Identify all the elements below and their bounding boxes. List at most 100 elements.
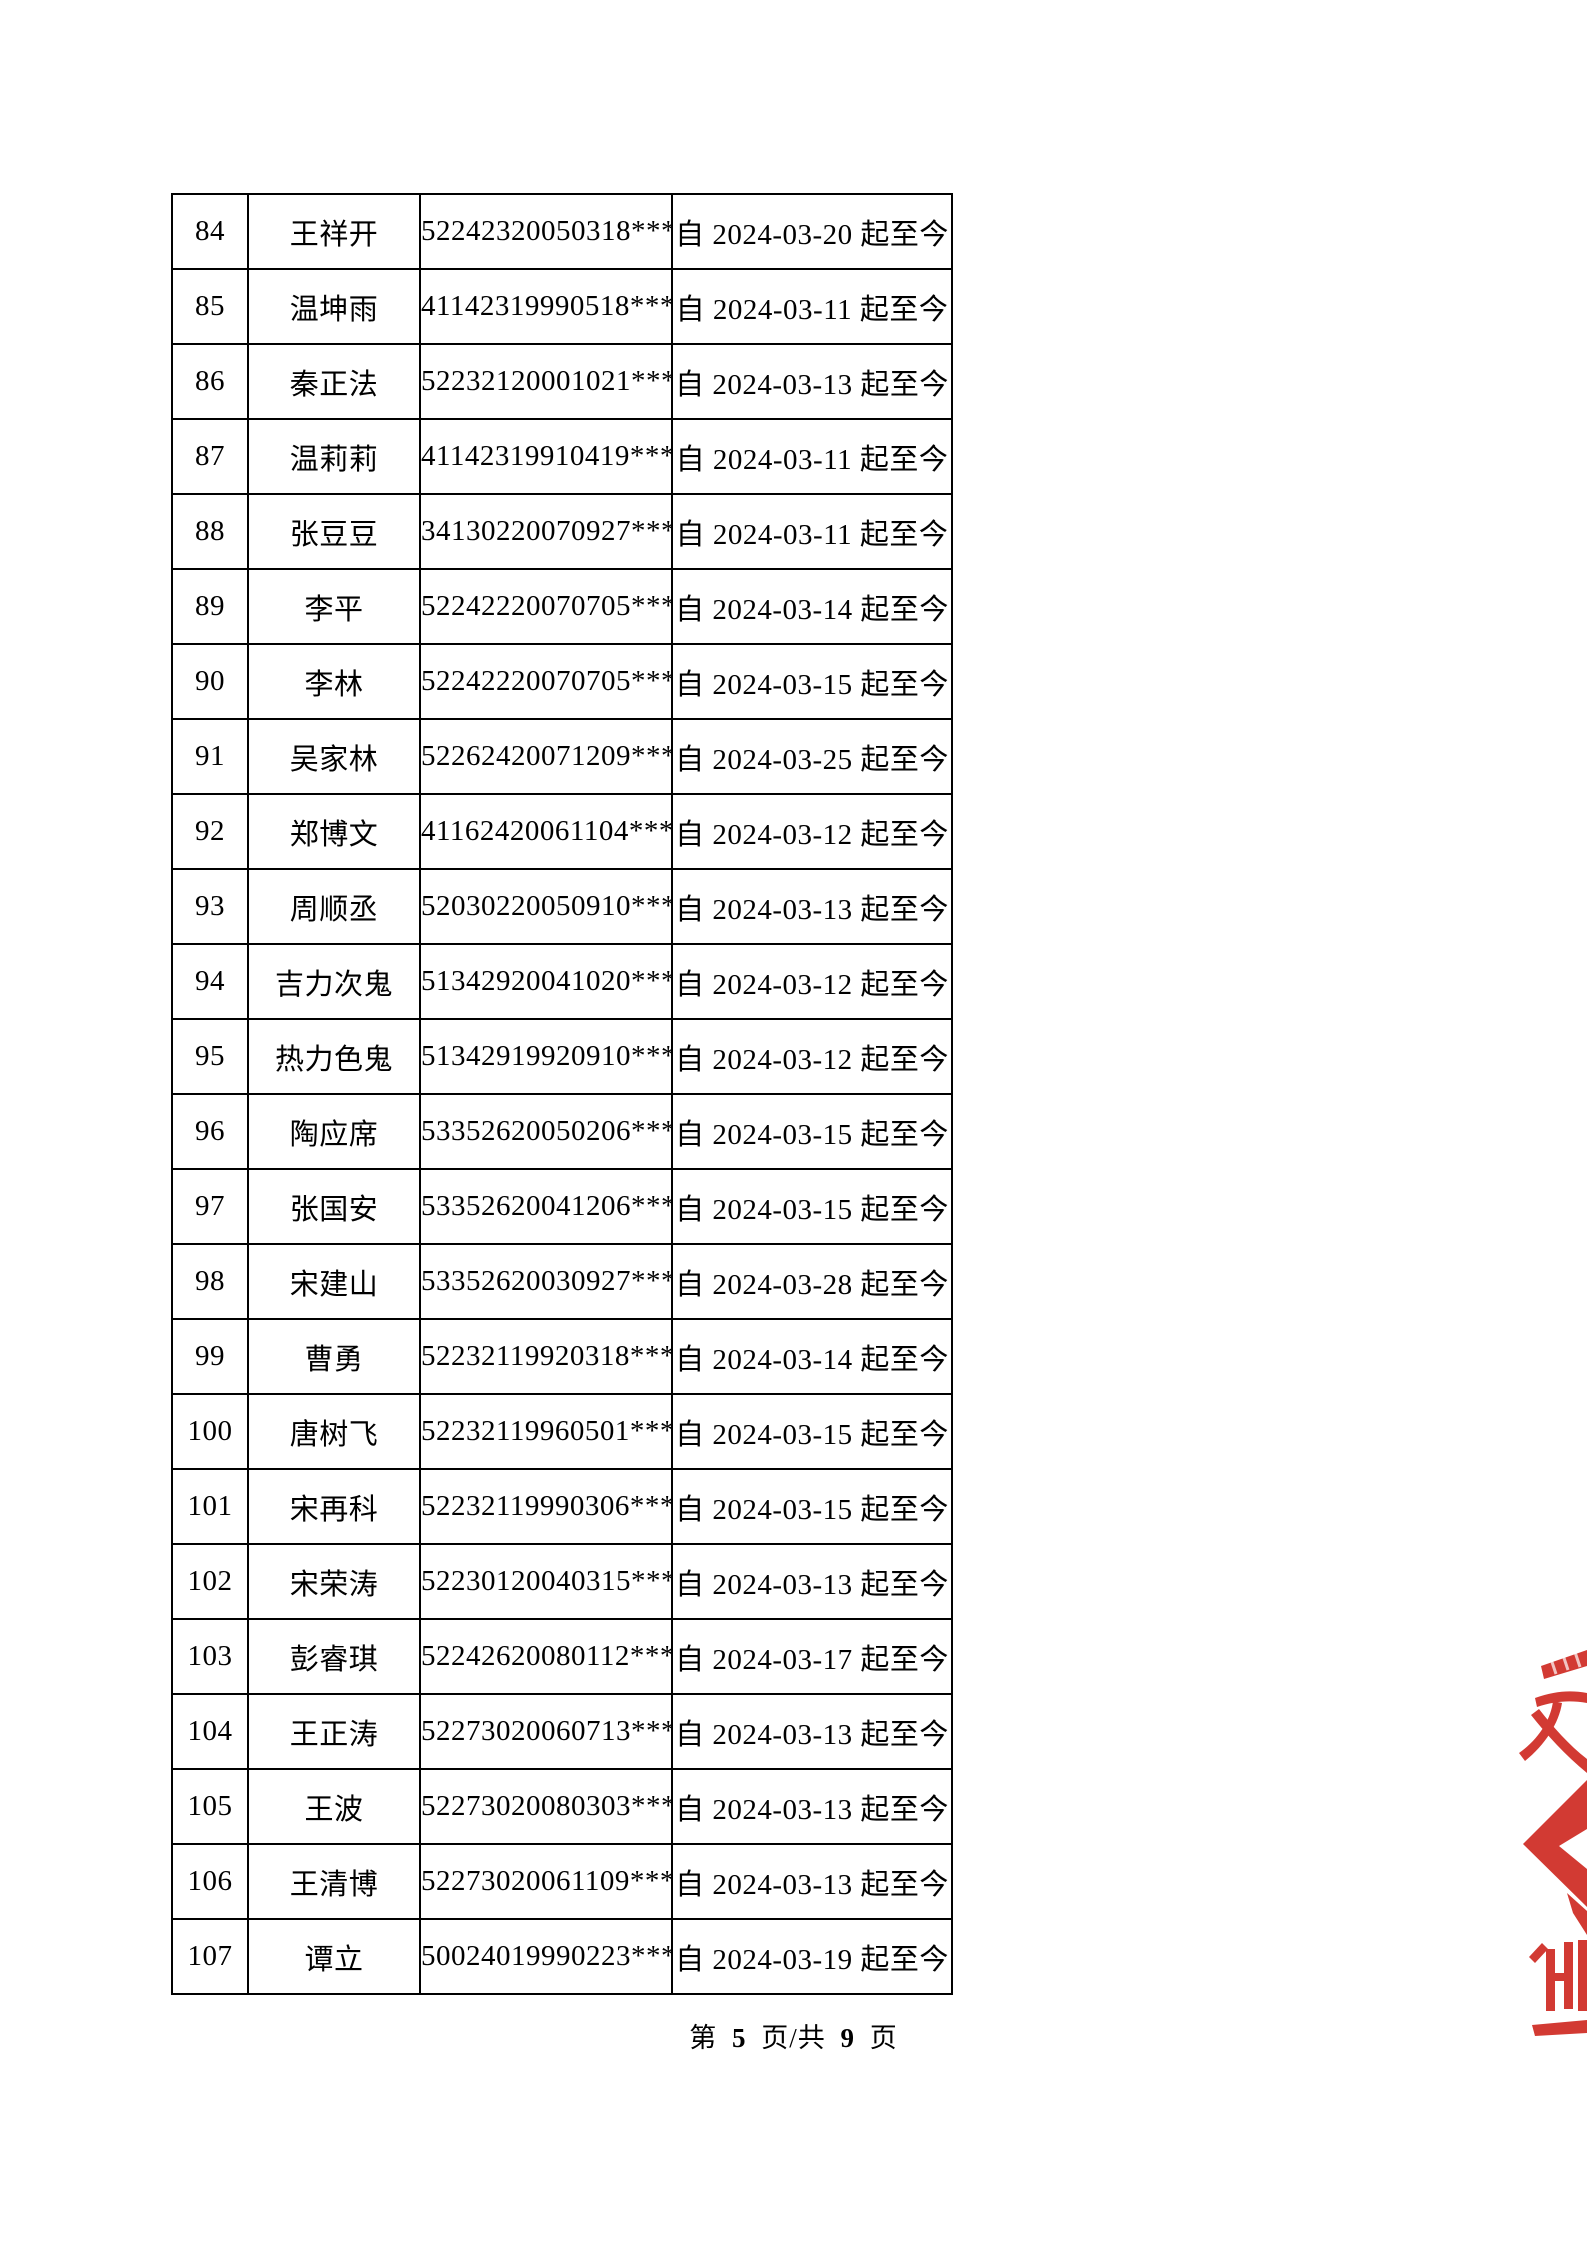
cell-id-number: 52230120040315****	[419, 1543, 673, 1620]
cell-row-number: 104	[171, 1693, 249, 1770]
cell-period: 自 2024-03-12 起至今	[671, 1018, 953, 1095]
cell-id-number: 51342919920910****	[419, 1018, 673, 1095]
cell-row-number: 105	[171, 1768, 249, 1845]
table-row: 87 温莉莉 41142319910419**** 自 2024-03-11 起…	[171, 418, 953, 495]
cell-period: 自 2024-03-11 起至今	[671, 268, 953, 345]
cell-row-number: 94	[171, 943, 249, 1020]
table-row: 85 温坤雨 41142319990518**** 自 2024-03-11 起…	[171, 268, 953, 345]
cell-id-number: 53352620050206****	[419, 1093, 673, 1170]
cell-person-name: 王正涛	[247, 1693, 421, 1770]
cell-id-number: 52242620080112****	[419, 1618, 673, 1695]
cell-id-number: 50024019990223****	[419, 1918, 673, 1995]
cell-id-number: 34130220070927****	[419, 493, 673, 570]
page-footer: 第 5 页/共 9 页	[0, 2016, 1587, 2055]
cell-row-number: 87	[171, 418, 249, 495]
cell-period: 自 2024-03-12 起至今	[671, 793, 953, 870]
table-row: 103 彭睿琪 52242620080112**** 自 2024-03-17 …	[171, 1618, 953, 1695]
table-row: 106 王清博 52273020061109**** 自 2024-03-13 …	[171, 1843, 953, 1920]
cell-person-name: 吴家林	[247, 718, 421, 795]
cell-id-number: 52262420071209****	[419, 718, 673, 795]
cell-period: 自 2024-03-13 起至今	[671, 343, 953, 420]
table-row: 107 谭立 50024019990223**** 自 2024-03-19 起…	[171, 1918, 953, 1995]
cell-row-number: 96	[171, 1093, 249, 1170]
cell-person-name: 宋再科	[247, 1468, 421, 1545]
cell-id-number: 52273020061109****	[419, 1843, 673, 1920]
cell-row-number: 107	[171, 1918, 249, 1995]
table-row: 91 吴家林 52262420071209**** 自 2024-03-25 起…	[171, 718, 953, 795]
table-row: 96 陶应席 53352620050206**** 自 2024-03-15 起…	[171, 1093, 953, 1170]
cell-person-name: 热力色鬼	[247, 1018, 421, 1095]
cell-period: 自 2024-03-15 起至今	[671, 1468, 953, 1545]
cell-person-name: 温莉莉	[247, 418, 421, 495]
cell-person-name: 宋荣涛	[247, 1543, 421, 1620]
cell-id-number: 52232119920318****	[419, 1318, 673, 1395]
cell-person-name: 郑博文	[247, 793, 421, 870]
cell-id-number: 53352620041206****	[419, 1168, 673, 1245]
cell-row-number: 89	[171, 568, 249, 645]
current-page-number: 5	[731, 2023, 747, 2053]
table-row: 92 郑博文 41162420061104**** 自 2024-03-12 起…	[171, 793, 953, 870]
cell-row-number: 98	[171, 1243, 249, 1320]
cell-person-name: 秦正法	[247, 343, 421, 420]
cell-person-name: 吉力次鬼	[247, 943, 421, 1020]
cell-row-number: 90	[171, 643, 249, 720]
cell-id-number: 41162420061104****	[419, 793, 673, 870]
cell-person-name: 王清博	[247, 1843, 421, 1920]
cell-person-name: 张豆豆	[247, 493, 421, 570]
table-row: 99 曹勇 52232119920318**** 自 2024-03-14 起至…	[171, 1318, 953, 1395]
cell-person-name: 王波	[247, 1768, 421, 1845]
table-row: 89 李平 52242220070705**** 自 2024-03-14 起至…	[171, 568, 953, 645]
roster-table: 84 王祥开 52242320050318**** 自 2024-03-20 起…	[171, 193, 953, 1995]
cell-person-name: 唐树飞	[247, 1393, 421, 1470]
cell-row-number: 100	[171, 1393, 249, 1470]
table-row: 84 王祥开 52242320050318**** 自 2024-03-20 起…	[171, 193, 953, 270]
cell-row-number: 91	[171, 718, 249, 795]
cell-person-name: 王祥开	[247, 193, 421, 270]
cell-period: 自 2024-03-15 起至今	[671, 1393, 953, 1470]
table-row: 100 唐树飞 52232119960501**** 自 2024-03-15 …	[171, 1393, 953, 1470]
cell-period: 自 2024-03-28 起至今	[671, 1243, 953, 1320]
cell-id-number: 52232120001021****	[419, 343, 673, 420]
cell-row-number: 93	[171, 868, 249, 945]
cell-period: 自 2024-03-11 起至今	[671, 493, 953, 570]
cell-row-number: 106	[171, 1843, 249, 1920]
cell-period: 自 2024-03-17 起至今	[671, 1618, 953, 1695]
cell-period: 自 2024-03-15 起至今	[671, 1168, 953, 1245]
table-row: 98 宋建山 53352620030927**** 自 2024-03-28 起…	[171, 1243, 953, 1320]
table-row: 104 王正涛 52273020060713**** 自 2024-03-13 …	[171, 1693, 953, 1770]
footer-prefix: 第	[689, 2023, 718, 2053]
roster-table-container: 84 王祥开 52242320050318**** 自 2024-03-20 起…	[171, 193, 953, 1995]
cell-row-number: 95	[171, 1018, 249, 1095]
table-row: 101 宋再科 52232119990306**** 自 2024-03-15 …	[171, 1468, 953, 1545]
cell-id-number: 52242320050318****	[419, 193, 673, 270]
cell-person-name: 李林	[247, 643, 421, 720]
cell-id-number: 53352620030927****	[419, 1243, 673, 1320]
cell-row-number: 102	[171, 1543, 249, 1620]
cell-period: 自 2024-03-13 起至今	[671, 868, 953, 945]
cell-person-name: 李平	[247, 568, 421, 645]
table-row: 97 张国安 53352620041206**** 自 2024-03-15 起…	[171, 1168, 953, 1245]
cell-id-number: 41142319990518****	[419, 268, 673, 345]
table-row: 105 王波 52273020080303**** 自 2024-03-13 起…	[171, 1768, 953, 1845]
table-row: 86 秦正法 52232120001021**** 自 2024-03-13 起…	[171, 343, 953, 420]
cell-period: 自 2024-03-15 起至今	[671, 643, 953, 720]
cell-period: 自 2024-03-13 起至今	[671, 1768, 953, 1845]
cell-row-number: 97	[171, 1168, 249, 1245]
cell-id-number: 52242220070705****	[419, 568, 673, 645]
cell-id-number: 41142319910419****	[419, 418, 673, 495]
cell-id-number: 52232119990306****	[419, 1468, 673, 1545]
cell-person-name: 谭立	[247, 1918, 421, 1995]
cell-id-number: 52030220050910****	[419, 868, 673, 945]
cell-period: 自 2024-03-13 起至今	[671, 1543, 953, 1620]
cell-row-number: 99	[171, 1318, 249, 1395]
table-row: 102 宋荣涛 52230120040315**** 自 2024-03-13 …	[171, 1543, 953, 1620]
table-row: 94 吉力次鬼 51342920041020**** 自 2024-03-12 …	[171, 943, 953, 1020]
cell-person-name: 张国安	[247, 1168, 421, 1245]
cell-person-name: 曹勇	[247, 1318, 421, 1395]
cell-row-number: 103	[171, 1618, 249, 1695]
official-seal-icon	[1519, 1648, 1587, 2036]
table-row: 93 周顺丞 52030220050910**** 自 2024-03-13 起…	[171, 868, 953, 945]
cell-period: 自 2024-03-14 起至今	[671, 568, 953, 645]
cell-period: 自 2024-03-20 起至今	[671, 193, 953, 270]
